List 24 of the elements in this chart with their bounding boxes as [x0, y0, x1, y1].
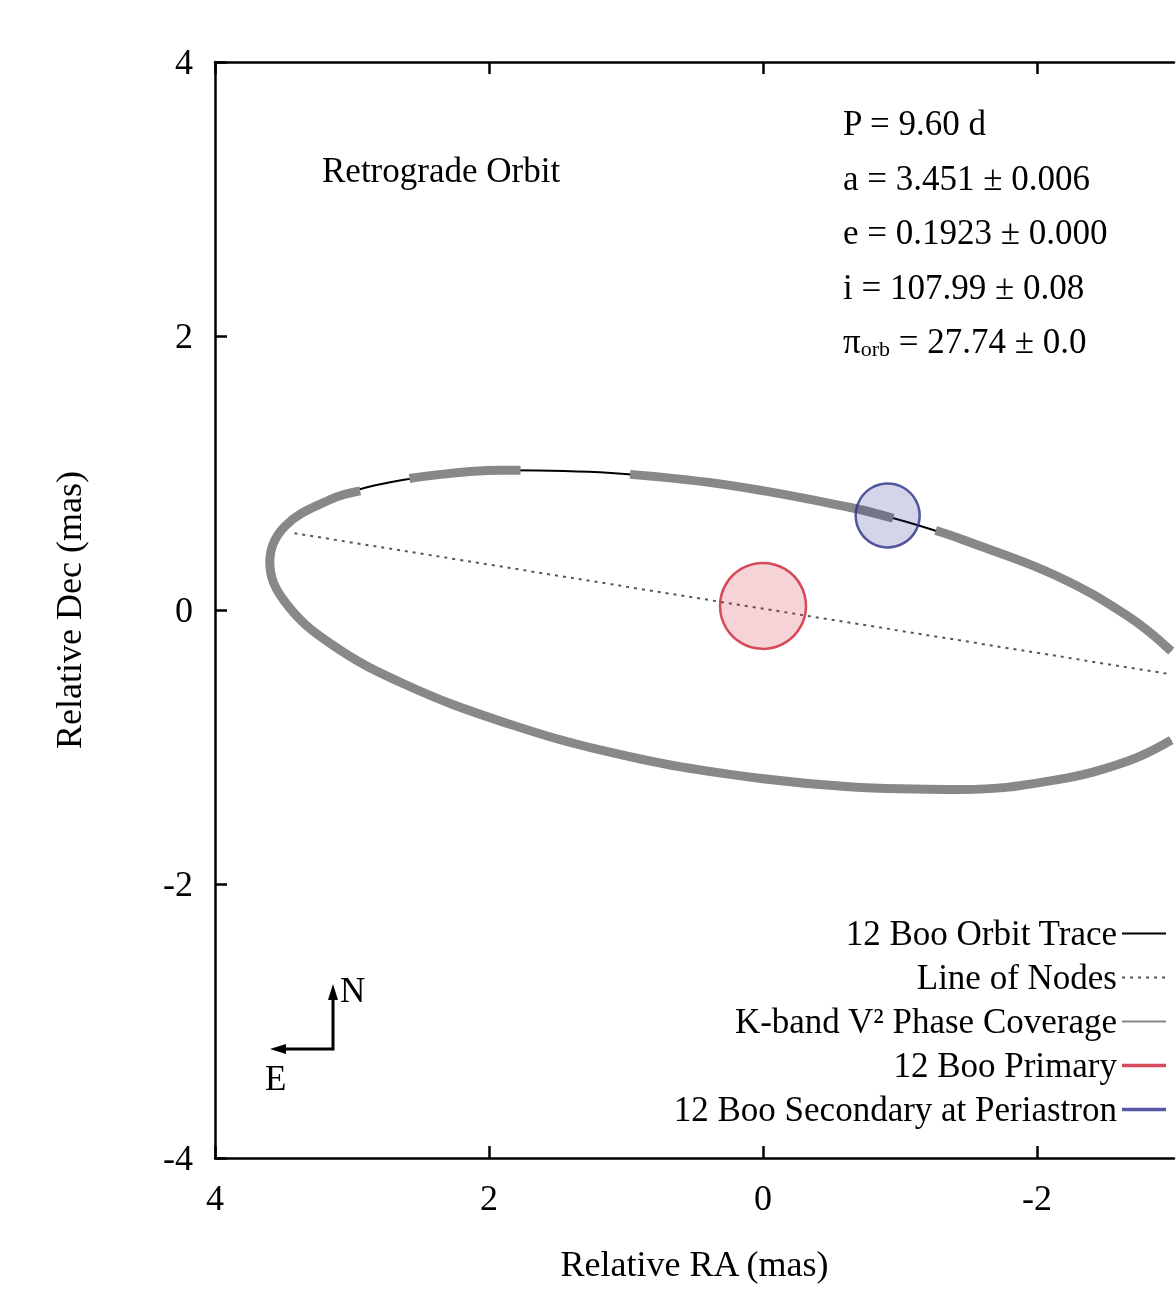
annotation: P = 9.60 d [843, 104, 987, 143]
annotation: Retrograde Orbit [322, 151, 561, 190]
x-axis-title: Relative RA (mas) [560, 1244, 829, 1284]
legend-label: K-band V² Phase Coverage [734, 1002, 1117, 1041]
y-axis-title: Relative Dec (mas) [49, 471, 89, 749]
x-tick-label: 2 [480, 1178, 498, 1218]
y-tick-label: 0 [175, 590, 193, 630]
legend-label: Line of Nodes [916, 958, 1117, 997]
y-tick-label: 4 [175, 42, 193, 82]
annotation: e = 0.1923 ± 0.000 [843, 213, 1108, 252]
y-tick-label: -2 [163, 864, 193, 904]
x-tick-label: 0 [754, 1178, 772, 1218]
annotation: πorb = 27.74 ± 0.0 [843, 322, 1087, 361]
y-tick-label: -4 [163, 1138, 193, 1178]
x-tick-label: -2 [1022, 1178, 1052, 1218]
legend-label: 12 Boo Secondary at Periastron [673, 1090, 1117, 1129]
annotation: N [340, 971, 366, 1010]
y-tick-label: 2 [175, 316, 193, 356]
legend-label: 12 Boo Primary [893, 1046, 1118, 1085]
annotation: a = 3.451 ± 0.006 [843, 159, 1090, 198]
legend-label: 12 Boo Orbit Trace [845, 914, 1117, 953]
x-tick-label: 4 [206, 1178, 224, 1218]
annotation: i = 107.99 ± 0.08 [843, 268, 1085, 307]
annotation: E [265, 1059, 287, 1098]
